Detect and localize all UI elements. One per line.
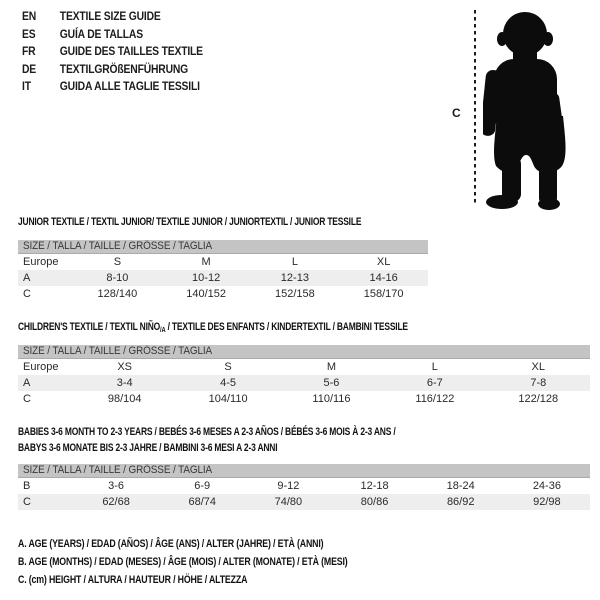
size-cell: 62/68 [73,494,160,510]
row-label: Europe [23,256,59,268]
footnote-a: A. AGE (YEARS) / EDAD (AÑOS) / ÂGE (ANS)… [18,538,324,550]
size-header-label: SIZE / TALLA / TAILLE / GRÖSSE / TAGLIA [23,240,213,252]
size-cell: 74/80 [245,494,332,510]
size-cell: 6-9 [194,480,211,492]
height-measure-line [474,10,476,206]
language-label: TEXTILE SIZE GUIDE [59,11,161,23]
baby-silhouette-icon [483,12,566,210]
language-row-en: EN TEXTILE SIZE GUIDE [22,9,203,27]
table-row-europe: Europe XS S M L XL [18,359,590,376]
language-code: IT [22,81,31,93]
row-label: C [18,494,73,510]
babies-title-line2: BABYS 3-6 MONATE BIS 2-3 JAHRE / BAMBINI… [18,441,278,454]
size-cell: 92/98 [503,494,590,510]
size-cell: 116/122 [415,393,455,405]
size-cell: 80/86 [331,494,418,510]
size-cell: 4-5 [176,375,280,391]
size-cell: 110/116 [312,393,351,405]
size-cell: 14-16 [339,270,428,286]
row-label: Europe [23,361,59,373]
junior-section-title: JUNIOR TEXTILE / TEXTIL JUNIOR/ TEXTILE … [18,216,362,228]
language-code: FR [22,46,36,58]
size-cell: 9-12 [277,480,300,492]
size-header-label: SIZE / TALLA / TAILLE / GRÖSSE / TAGLIA [23,464,213,476]
table-row-age-months: B 3-6 6-9 9-12 12-18 18-24 24-36 [18,478,590,495]
children-title-pre: CHILDREN'S TEXTILE / TEXTIL NIÑO [18,321,161,333]
table-row-age: A 8-10 10-12 12-13 14-16 [18,270,428,286]
language-row-it: IT GUIDA ALLE TAGLIE TESSILI [22,79,203,97]
size-cell: M [326,361,337,373]
language-code: EN [22,11,37,23]
children-section-title: CHILDREN'S TEXTILE / TEXTIL NIÑO/A / TEX… [18,321,408,334]
footnotes: A. AGE (YEARS) / EDAD (AÑOS) / ÂGE (ANS)… [18,535,430,589]
language-label: TEXTILGRÖßENFÜHRUNG [59,63,189,76]
size-cell: 104/110 [208,393,248,405]
footnote-b: B. AGE (MONTHS) / EDAD (MESES) / ÂGE (MO… [18,556,348,568]
size-cell: 3-4 [73,375,177,391]
row-label: C [23,393,31,405]
size-cell: 12-18 [360,480,389,492]
size-cell: 122/128 [518,393,559,405]
size-header-band: SIZE / TALLA / TAILLE / GRÖSSE / TAGLIA [18,464,590,478]
children-title-post: / TEXTILE DES ENFANTS / KINDERTEXTIL / B… [165,321,408,333]
size-cell: 86/92 [417,494,504,510]
size-cell: 10-12 [161,270,251,286]
size-cell: L [431,361,438,373]
table-row-height: C 128/140 140/152 152/158 158/170 [18,286,428,302]
language-row-es: ES GUÍA DE TALLAS [22,27,203,45]
size-cell: XL [376,256,391,268]
size-cell: 152/158 [274,288,315,300]
size-cell: 158/170 [363,288,404,300]
size-cell: S [224,361,232,373]
size-cell: XS [117,361,133,373]
children-title-sub: /A [160,325,166,334]
row-label: A [18,270,73,286]
height-measure-label: C [452,106,461,120]
size-cell: 8-10 [73,270,162,286]
size-cell: XL [531,361,546,373]
row-label: A [18,375,73,391]
babies-size-table: SIZE / TALLA / TAILLE / GRÖSSE / TAGLIA … [18,464,590,510]
size-cell: 3-6 [108,480,125,492]
table-row-europe: Europe S M L XL [18,254,428,271]
language-list: EN TEXTILE SIZE GUIDE ES GUÍA DE TALLAS … [22,9,203,97]
size-cell: 5-6 [279,375,384,391]
size-cell: 98/104 [107,393,142,405]
babies-section-title: BABIES 3-6 MONTH TO 2-3 YEARS / BEBÉS 3-… [18,425,396,456]
language-label: GUÍA DE TALLAS [59,28,143,41]
table-row-height: C 98/104 104/110 110/116 116/122 122/128 [18,391,590,407]
table-row-height: C 62/68 68/74 74/80 80/86 86/92 92/98 [18,494,590,510]
size-cell: 7-8 [486,375,590,391]
size-cell: S [113,256,122,268]
language-label: GUIDA ALLE TAGLIE TESSILI [59,81,200,93]
size-cell: 140/152 [186,288,226,300]
junior-size-table: SIZE / TALLA / TAILLE / GRÖSSE / TAGLIA … [18,240,428,302]
size-cell: 12-13 [250,270,340,286]
size-cell: 6-7 [383,375,487,391]
babies-title-line1: BABIES 3-6 MONTH TO 2-3 YEARS / BEBÉS 3-… [18,426,396,438]
size-cell: L [291,256,298,268]
size-header-band: SIZE / TALLA / TAILLE / GRÖSSE / TAGLIA [18,240,428,254]
footnote-c: C. (cm) HEIGHT / ALTURA / HAUTEUR / HÖHE… [18,574,248,586]
size-cell: 18-24 [446,480,475,492]
language-label: GUIDE DES TAILLES TEXTILE [59,46,203,58]
size-cell: 24-36 [532,480,561,492]
language-row-de: DE TEXTILGRÖßENFÜHRUNG [22,62,203,80]
row-label: B [23,480,31,492]
size-cell: 128/140 [97,288,138,300]
language-row-fr: FR GUIDE DES TAILLES TEXTILE [22,44,203,62]
row-label: C [23,288,31,300]
children-size-table: SIZE / TALLA / TAILLE / GRÖSSE / TAGLIA … [18,345,590,407]
language-code: ES [22,28,36,41]
size-header-label: SIZE / TALLA / TAILLE / GRÖSSE / TAGLIA [23,345,213,357]
language-code: DE [22,63,37,76]
size-header-band: SIZE / TALLA / TAILLE / GRÖSSE / TAGLIA [18,345,590,359]
size-cell: M [201,256,211,268]
size-cell: 68/74 [159,494,246,510]
table-row-age: A 3-4 4-5 5-6 6-7 7-8 [18,375,590,391]
